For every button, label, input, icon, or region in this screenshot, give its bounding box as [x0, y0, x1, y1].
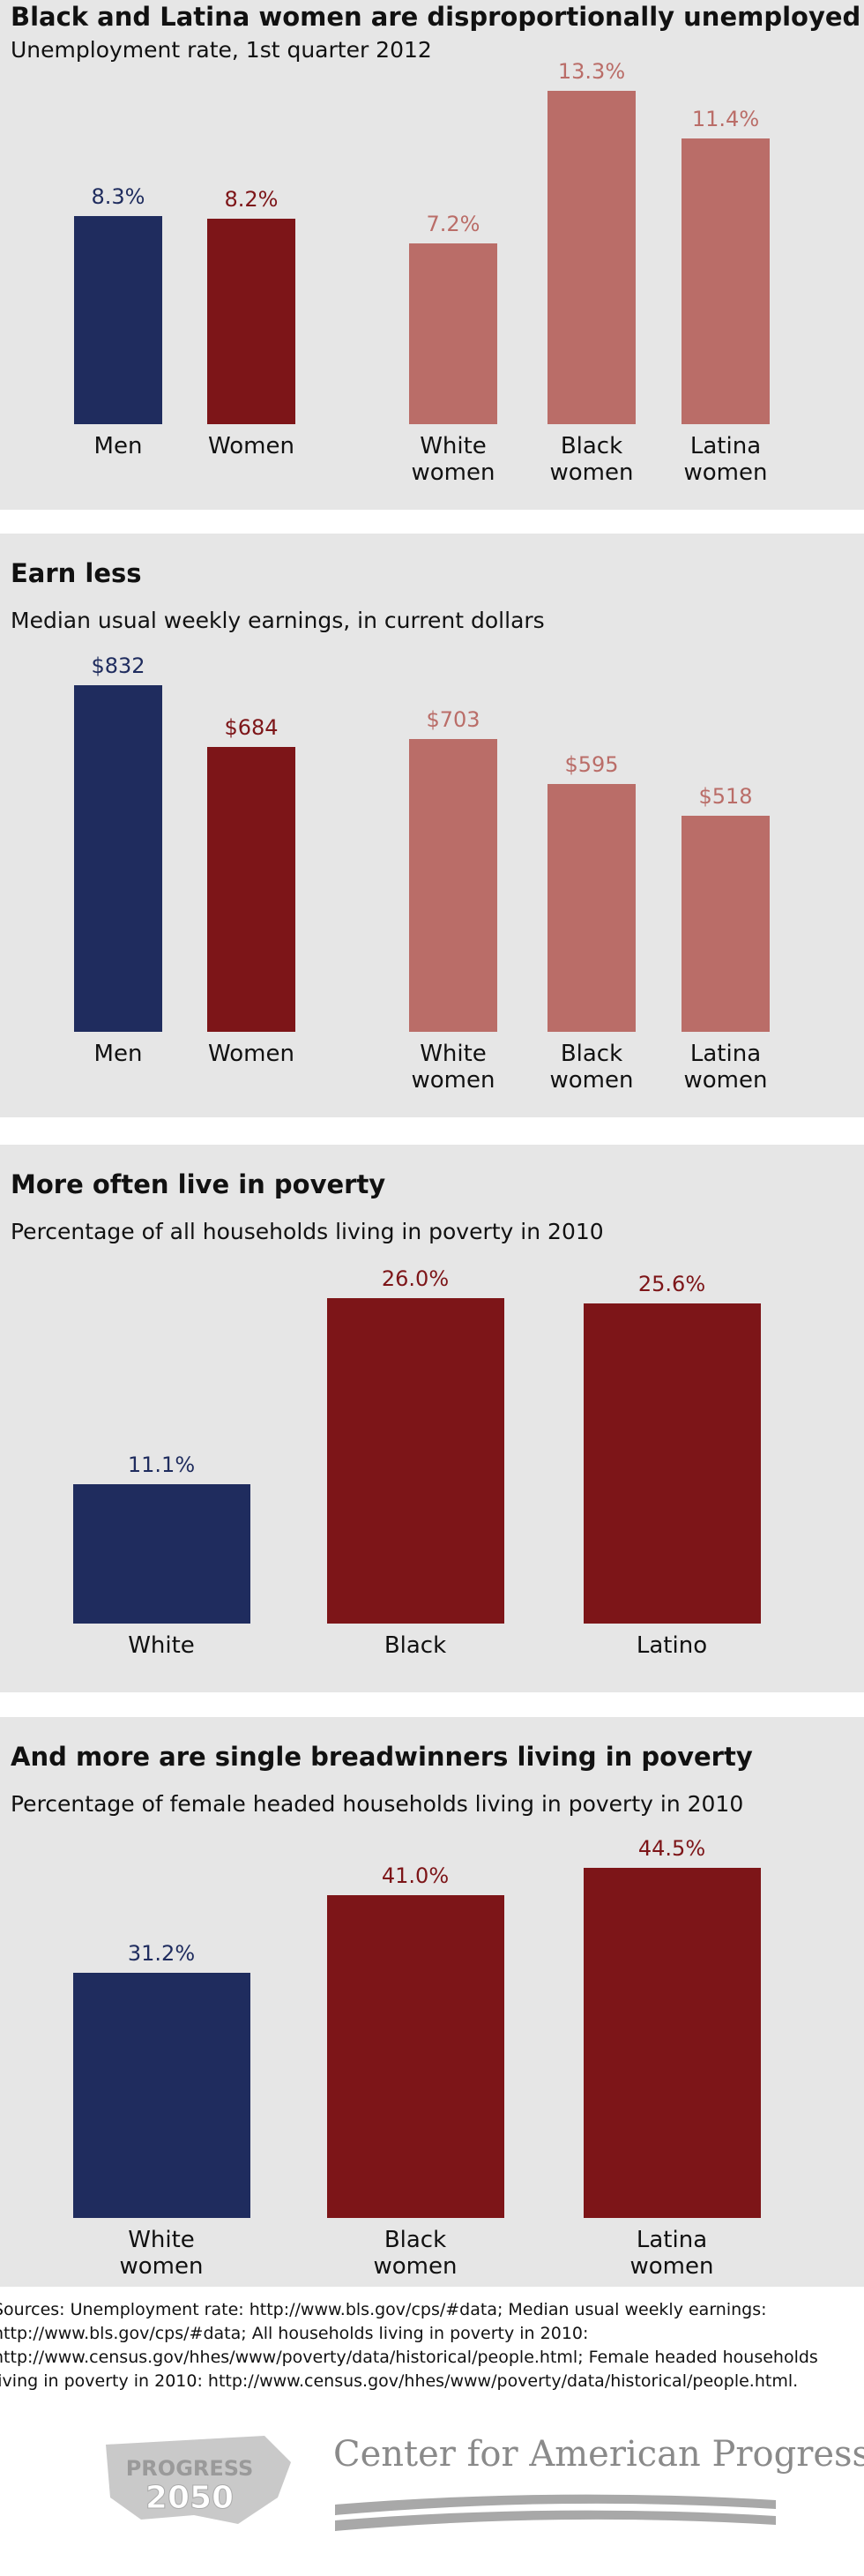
category-label: Black women: [373, 2227, 458, 2280]
value-label: $703: [426, 706, 480, 732]
flag-stripes: [335, 2494, 776, 2531]
chart-title: More often live in poverty: [11, 1169, 386, 1199]
category-label: White women: [119, 2227, 204, 2280]
value-label: 11.4%: [691, 107, 760, 131]
bar: [583, 1868, 761, 2218]
value-label: 8.3%: [91, 184, 145, 210]
category-label: Black: [384, 1632, 447, 1659]
value-label: $595: [564, 751, 619, 777]
chart-panel: And more are single breadwinners living …: [0, 1717, 864, 2287]
chart-subtitle: Unemployment rate, 1st quarter 2012: [11, 37, 432, 63]
bar: [409, 738, 497, 1032]
category-label: Latina women: [683, 433, 768, 486]
chart-title: Earn less: [11, 558, 142, 588]
category-label: Men: [93, 433, 143, 459]
chart-panel: Black and Latina women are disproportion…: [0, 0, 864, 510]
chart-subtitle: Median usual weekly earnings, in current…: [11, 608, 545, 633]
value-label: 25.6%: [637, 1271, 706, 1296]
chart-panel: Earn less Median usual weekly earnings, i…: [0, 534, 864, 1117]
category-label: Women: [208, 1041, 294, 1067]
bar: [207, 746, 295, 1032]
category-label: Men: [93, 1041, 143, 1067]
value-label: 44.5%: [637, 1836, 706, 1861]
chart-subtitle: Percentage of all households living in p…: [11, 1219, 604, 1244]
bar: [547, 783, 636, 1032]
bar: [72, 1484, 250, 1624]
category-label: White women: [411, 1041, 495, 1094]
value-label: 26.0%: [381, 1266, 450, 1291]
logo-bottom: 2050: [145, 2480, 234, 2516]
bar: [326, 1895, 504, 2218]
bar: [207, 218, 295, 424]
value-label: 7.2%: [426, 212, 480, 237]
bar: [547, 91, 636, 424]
value-label: $684: [224, 714, 279, 740]
value-label: 31.2%: [127, 1940, 196, 1966]
logo-map: [106, 2436, 291, 2524]
bar: [409, 243, 497, 424]
sources: Sources: Unemployment rate: http://www.b…: [0, 2300, 818, 2391]
category-label: Latina women: [683, 1041, 768, 1094]
chart-subtitle: Percentage of female headed households l…: [11, 1791, 744, 1817]
category-label: Latina women: [629, 2227, 714, 2280]
logo-top: PROGRESS: [126, 2456, 254, 2481]
category-label: White: [128, 1632, 195, 1659]
category-label: Black women: [549, 1041, 634, 1094]
organization: Center for American Progress: [333, 2434, 864, 2475]
bar: [72, 1972, 250, 2218]
value-label: $832: [91, 653, 145, 678]
category-label: White women: [411, 433, 495, 486]
bar: [682, 138, 770, 424]
logo: PROGRESS 2050: [106, 2436, 291, 2524]
value-label: $518: [698, 784, 753, 810]
category-label: Black women: [549, 433, 634, 486]
value-label: 11.1%: [127, 1452, 196, 1478]
value-label: 13.3%: [557, 59, 626, 84]
category-label: Women: [208, 433, 294, 459]
value-label: 8.2%: [224, 186, 279, 212]
chart-title: Black and Latina women are disproportion…: [11, 2, 861, 32]
value-label: 41.0%: [381, 1863, 450, 1889]
chart-panel: More often live in poverty Percentage of …: [0, 1145, 864, 1692]
bar: [682, 816, 770, 1032]
bar: [74, 685, 162, 1032]
bar: [74, 216, 162, 424]
chart-title: And more are single breadwinners living …: [11, 1742, 753, 1772]
bar: [326, 1298, 504, 1624]
category-label: Latino: [636, 1632, 708, 1659]
bar: [583, 1303, 761, 1624]
